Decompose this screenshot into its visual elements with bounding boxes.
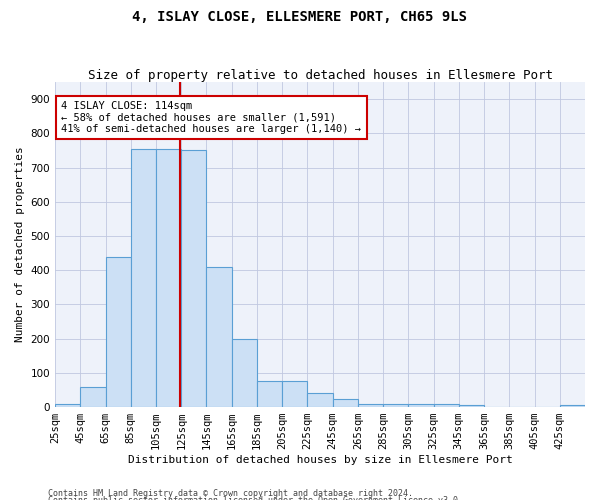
Bar — [131, 148, 156, 407]
Bar — [434, 404, 459, 407]
Bar — [55, 404, 80, 407]
Bar — [459, 404, 484, 407]
Bar — [257, 382, 282, 407]
Bar — [106, 256, 131, 407]
Y-axis label: Number of detached properties: Number of detached properties — [15, 146, 25, 342]
Bar — [307, 394, 332, 407]
Bar — [156, 148, 181, 407]
Bar — [206, 267, 232, 407]
Bar — [181, 150, 206, 407]
Bar — [383, 404, 409, 407]
X-axis label: Distribution of detached houses by size in Ellesmere Port: Distribution of detached houses by size … — [128, 455, 512, 465]
Text: 4, ISLAY CLOSE, ELLESMERE PORT, CH65 9LS: 4, ISLAY CLOSE, ELLESMERE PORT, CH65 9LS — [133, 10, 467, 24]
Bar — [80, 386, 106, 407]
Text: Contains HM Land Registry data © Crown copyright and database right 2024.: Contains HM Land Registry data © Crown c… — [48, 488, 413, 498]
Bar — [232, 338, 257, 407]
Title: Size of property relative to detached houses in Ellesmere Port: Size of property relative to detached ho… — [88, 69, 553, 82]
Text: 4 ISLAY CLOSE: 114sqm
← 58% of detached houses are smaller (1,591)
41% of semi-d: 4 ISLAY CLOSE: 114sqm ← 58% of detached … — [61, 101, 361, 134]
Bar — [358, 404, 383, 407]
Bar — [560, 404, 585, 407]
Bar — [409, 404, 434, 407]
Bar — [282, 382, 307, 407]
Bar — [332, 398, 358, 407]
Text: Contains public sector information licensed under the Open Government Licence v3: Contains public sector information licen… — [48, 496, 463, 500]
